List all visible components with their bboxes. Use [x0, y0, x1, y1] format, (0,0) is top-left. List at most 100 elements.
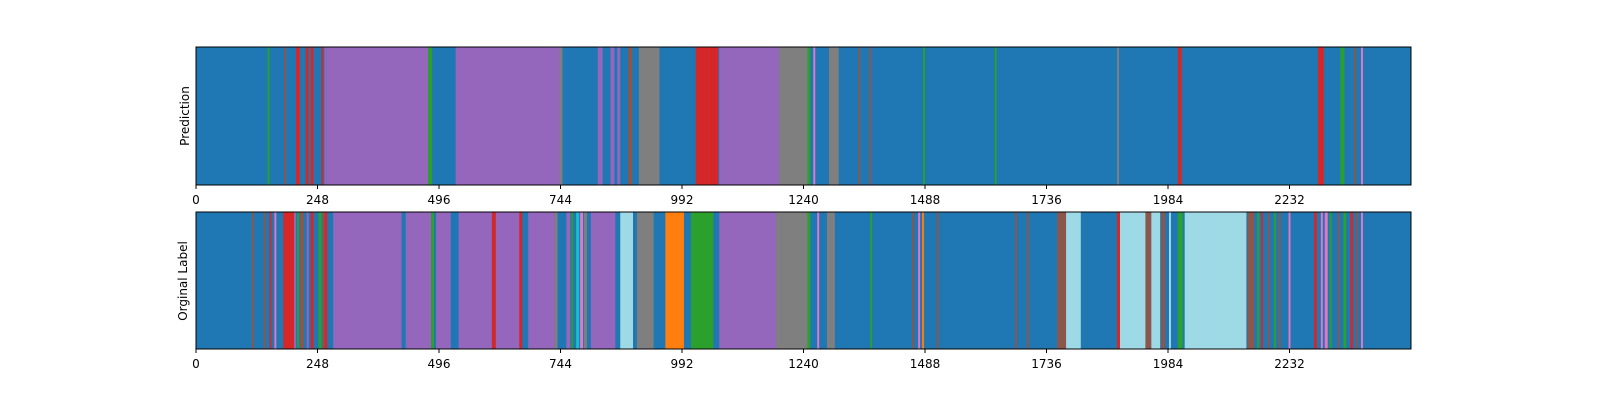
original-label-segment	[922, 212, 925, 349]
original-label-segment	[1177, 212, 1183, 349]
prediction-segment	[858, 47, 861, 185]
original-label-segment	[1273, 212, 1276, 349]
original-label-segment	[491, 212, 496, 349]
original-label-segment	[571, 212, 574, 349]
prediction-segment	[324, 47, 327, 185]
original-label-segment	[827, 212, 835, 349]
prediction-segment	[597, 47, 603, 185]
prediction-segment	[295, 47, 300, 185]
original-label-xtick-label: 0	[192, 357, 200, 371]
original-label-segment	[1145, 212, 1152, 349]
original-label-segment	[1247, 212, 1255, 349]
original-label-segment	[1151, 212, 1161, 349]
original-label-segment	[405, 212, 432, 349]
original-label-segment	[299, 212, 304, 349]
original-label-segment	[870, 212, 873, 349]
original-label-segment	[719, 212, 777, 349]
prediction-segment	[628, 47, 633, 185]
prediction-segment	[284, 47, 287, 185]
original-label-segment	[665, 212, 684, 349]
original-label-segment	[324, 212, 328, 349]
prediction-xtick-label: 744	[549, 193, 572, 207]
original-label-segment	[401, 212, 406, 349]
prediction-segment	[1354, 47, 1357, 185]
prediction-segment	[807, 47, 811, 185]
prediction-xtick-label: 1488	[910, 193, 941, 207]
original-label-xtick-label: 1736	[1031, 357, 1062, 371]
original-label-segment	[918, 212, 921, 349]
original-label-segment	[333, 212, 402, 349]
prediction-xtick-label: 1736	[1031, 193, 1062, 207]
prediction-xtick-label: 1984	[1153, 193, 1184, 207]
original-label-segment	[576, 212, 580, 349]
prediction-xtick-label: 2232	[1274, 193, 1305, 207]
original-label-ylabel: Orginal Label	[176, 241, 190, 321]
original-label-segment	[1267, 212, 1270, 349]
prediction-segment	[1177, 47, 1182, 185]
prediction-segment	[559, 47, 563, 185]
prediction-segment	[1361, 47, 1363, 185]
original-label-segment	[1278, 212, 1281, 349]
original-label-segment	[269, 212, 272, 349]
prediction-segment	[813, 47, 816, 185]
original-label-segment	[912, 212, 915, 349]
prediction-xtick-label: 1240	[788, 193, 819, 207]
original-label-segment	[310, 212, 314, 349]
original-label-segment	[436, 212, 451, 349]
original-label-segment	[1313, 212, 1317, 349]
original-label-segment	[1356, 212, 1359, 349]
prediction-segment	[326, 47, 429, 185]
prediction-segment	[267, 47, 270, 185]
original-label-segment	[636, 212, 654, 349]
original-label-segment	[306, 212, 309, 349]
original-label-segment	[1161, 212, 1166, 349]
original-label-xtick-label: 248	[306, 357, 329, 371]
original-label-xtick-label: 992	[671, 357, 694, 371]
original-label-segment	[1261, 212, 1264, 349]
original-label-segment	[322, 212, 325, 349]
original-label-xtick-label: 1240	[788, 357, 819, 371]
original-label-xtick-label: 1984	[1153, 357, 1184, 371]
prediction-segment	[321, 47, 324, 185]
original-label-segment	[817, 212, 820, 349]
original-label-segment	[1015, 212, 1018, 349]
prediction-segment	[695, 47, 710, 185]
prediction-segment	[923, 47, 925, 185]
original-label-xtick-label: 1488	[910, 357, 941, 371]
original-label-segment	[1361, 212, 1363, 349]
original-label-segment	[274, 212, 277, 349]
prediction-segment	[638, 47, 660, 185]
prediction-ylabel: Prediction	[178, 86, 192, 146]
original-label-segment	[1320, 212, 1323, 349]
original-label-segment	[590, 212, 616, 349]
prediction-xtick-label: 0	[192, 193, 200, 207]
original-label-segment	[458, 212, 492, 349]
original-label-segment	[519, 212, 523, 349]
original-label-segment	[566, 212, 571, 349]
prediction-segment	[1317, 47, 1324, 185]
prediction-xtick-label: 992	[671, 193, 694, 207]
prediction-segment	[869, 47, 872, 185]
original-label-xtick-label: 496	[428, 357, 451, 371]
original-label-segment	[495, 212, 520, 349]
original-label-xtick-label: 744	[549, 357, 572, 371]
prediction-segment	[828, 47, 839, 185]
original-label-segment	[776, 212, 808, 349]
original-label-segment	[1350, 212, 1354, 349]
prediction-segment	[779, 47, 808, 185]
original-label-segment	[293, 212, 296, 349]
original-label-segment	[1184, 212, 1247, 349]
original-label-segment	[1057, 212, 1067, 349]
original-label-segment	[528, 212, 555, 349]
prediction-segment	[994, 47, 997, 185]
prediction-segment	[610, 47, 615, 185]
original-label-segment	[1329, 212, 1332, 349]
original-label-panel: Orginal Label 0 248 496 744 992 1240 1488 1736 1…	[176, 211, 1412, 371]
original-label-xtick-label: 2232	[1274, 357, 1305, 371]
prediction-segment	[305, 47, 309, 185]
original-label-segment	[1324, 212, 1328, 349]
prediction-segment	[428, 47, 433, 185]
original-label-segment	[1343, 212, 1347, 349]
prediction-segment	[455, 47, 560, 185]
